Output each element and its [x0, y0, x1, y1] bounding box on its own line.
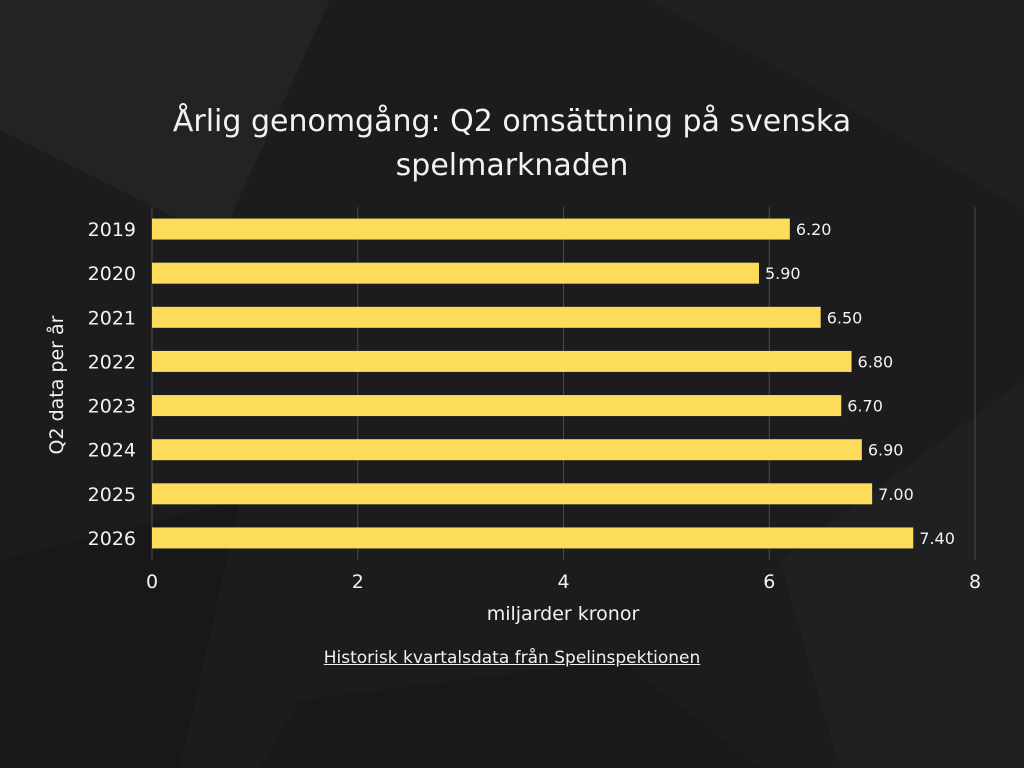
chart-title: Årlig genomgång: Q2 omsättning på svensk… [172, 104, 852, 183]
data-label-2019: 6.20 [796, 220, 832, 239]
data-label-2025: 7.00 [878, 485, 914, 504]
bar-2022 [152, 350, 852, 372]
y-tick-labels: 2019 2020 2021 2022 2023 2024 2025 2026 [88, 219, 136, 550]
bar-2021 [152, 306, 821, 328]
data-label-2020: 5.90 [765, 264, 801, 283]
y-tick-label-2026: 2026 [88, 528, 136, 550]
x-axis-label: miljarder kronor [487, 603, 640, 625]
bar-2024 [152, 439, 862, 461]
data-label-2026: 7.40 [919, 529, 955, 548]
data-label-2024: 6.90 [868, 441, 904, 460]
bar-2025 [152, 483, 873, 505]
y-tick-label-2019: 2019 [88, 219, 136, 241]
x-tick-label: 6 [763, 571, 775, 593]
x-tick-label: 0 [146, 571, 158, 593]
x-tick-label: 8 [969, 571, 981, 593]
x-tick-label: 2 [352, 571, 364, 593]
y-tick-label-2022: 2022 [88, 351, 136, 373]
data-labels: 6.20 5.90 6.50 6.80 6.70 6.90 7.00 7.40 [765, 220, 955, 548]
y-axis-label: Q2 data per år [45, 315, 68, 454]
y-tick-label-2020: 2020 [88, 263, 136, 285]
y-tick-label-2024: 2024 [88, 440, 136, 462]
y-tick-label-2025: 2025 [88, 484, 136, 506]
data-label-2022: 6.80 [858, 352, 894, 371]
data-label-2023: 6.70 [847, 397, 883, 416]
data-label-2021: 6.50 [827, 308, 863, 327]
y-tick-label-2021: 2021 [88, 307, 136, 329]
y-tick-label-2023: 2023 [88, 396, 136, 418]
bar-2023 [152, 395, 842, 417]
bar-2019 [152, 218, 790, 240]
bars [152, 218, 914, 549]
x-tick-labels: 0 2 4 6 8 [146, 571, 981, 593]
source-link[interactable]: Historisk kvartalsdata från Spelinspekti… [323, 648, 701, 668]
grid-lines [151, 207, 976, 560]
x-tick-label: 4 [557, 571, 569, 593]
bar-2026 [152, 527, 914, 549]
bar-2020 [152, 262, 759, 284]
